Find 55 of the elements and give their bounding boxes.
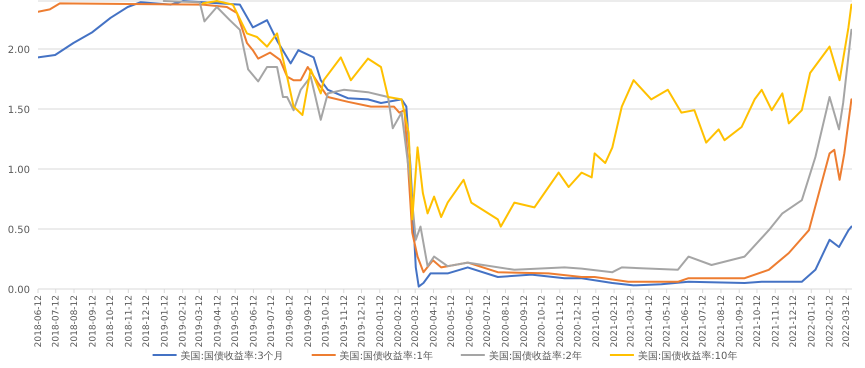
x-tick-label: 2019-02-12 bbox=[178, 295, 189, 348]
x-tick-label: 2021-01-12 bbox=[592, 295, 602, 348]
x-tick-label: 2019-08-12 bbox=[285, 295, 296, 348]
x-tick-label: 2020-09-12 bbox=[520, 295, 530, 348]
x-tick-label: 2018-11-12 bbox=[124, 295, 134, 348]
x-tick-label: 2018-06-12 bbox=[34, 295, 44, 348]
x-tick-label: 2020-07-12 bbox=[483, 295, 494, 348]
x-tick-label: 2021-09-12 bbox=[735, 295, 746, 348]
x-tick-label: 2019-04-12 bbox=[213, 295, 224, 348]
x-tick-label: 2021-11-12 bbox=[771, 295, 782, 348]
x-tick-label: 2021-05-12 bbox=[662, 295, 673, 348]
legend-label: 美国:国债收益率:10年 bbox=[638, 350, 738, 362]
x-tick-label: 2019-07-12 bbox=[267, 295, 278, 348]
x-tick-label: 2021-10-12 bbox=[752, 295, 763, 348]
x-tick-label: 2019-01-12 bbox=[160, 295, 170, 348]
x-tick-label: 2020-03-12 bbox=[411, 295, 422, 348]
x-tick-label: 2020-01-12 bbox=[376, 295, 386, 348]
x-tick-label: 2019-05-12 bbox=[231, 295, 242, 348]
x-tick-label: 2020-10-12 bbox=[538, 295, 548, 348]
x-tick-label: 2020-11-12 bbox=[556, 295, 566, 348]
x-tick-label: 2021-06-12 bbox=[680, 295, 691, 348]
x-tick-label: 2021-12-12 bbox=[788, 295, 799, 348]
x-tick-label: 2020-08-12 bbox=[502, 295, 512, 348]
x-tick-label: 2019-09-12 bbox=[304, 295, 314, 348]
x-tick-label: 2020-05-12 bbox=[447, 295, 458, 348]
x-tick-label: 2018-07-12 bbox=[52, 295, 62, 348]
y-tick-label: 0.00 bbox=[8, 285, 30, 296]
x-tick-label: 2021-08-12 bbox=[716, 295, 727, 348]
x-tick-label: 2019-06-12 bbox=[249, 295, 260, 348]
x-tick-label: 2019-03-12 bbox=[195, 295, 206, 348]
y-tick-label: 1.50 bbox=[8, 105, 30, 116]
y-tick-label: 0.50 bbox=[8, 225, 30, 236]
y-tick-label: 2.00 bbox=[8, 45, 30, 56]
x-tick-label: 2021-02-12 bbox=[610, 295, 620, 348]
x-tick-label: 2019-12-12 bbox=[357, 295, 368, 348]
x-tick-label: 2018-12-12 bbox=[142, 295, 152, 348]
legend-label: 美国:国债收益率:1年 bbox=[340, 350, 433, 362]
x-tick-label: 2018-10-12 bbox=[106, 295, 116, 348]
y-tick-label: 1.00 bbox=[8, 165, 30, 176]
x-tick-label: 2020-02-12 bbox=[394, 295, 404, 348]
x-tick-label: 2021-04-12 bbox=[644, 295, 655, 348]
x-tick-label: 2018-08-12 bbox=[70, 295, 80, 348]
x-tick-label: 2020-12-12 bbox=[574, 295, 584, 348]
x-tick-label: 2022-01-12 bbox=[807, 295, 818, 348]
x-tick-label: 2022-02-12 bbox=[826, 295, 836, 348]
x-tick-label: 2020-06-12 bbox=[465, 295, 476, 348]
legend-label: 美国:国债收益率:3个月 bbox=[180, 350, 284, 362]
legend-label: 美国:国债收益率:2年 bbox=[488, 350, 582, 362]
x-tick-label: 2022-03-12 bbox=[842, 295, 852, 348]
x-tick-label: 2021-03-12 bbox=[626, 295, 637, 348]
x-tick-label: 2019-11-12 bbox=[340, 295, 350, 348]
x-tick-label: 2018-09-12 bbox=[88, 295, 98, 348]
x-tick-label: 2021-07-12 bbox=[698, 295, 709, 348]
x-tick-label: 2020-04-12 bbox=[429, 295, 440, 348]
x-tick-label: 2019-10-12 bbox=[321, 295, 332, 348]
